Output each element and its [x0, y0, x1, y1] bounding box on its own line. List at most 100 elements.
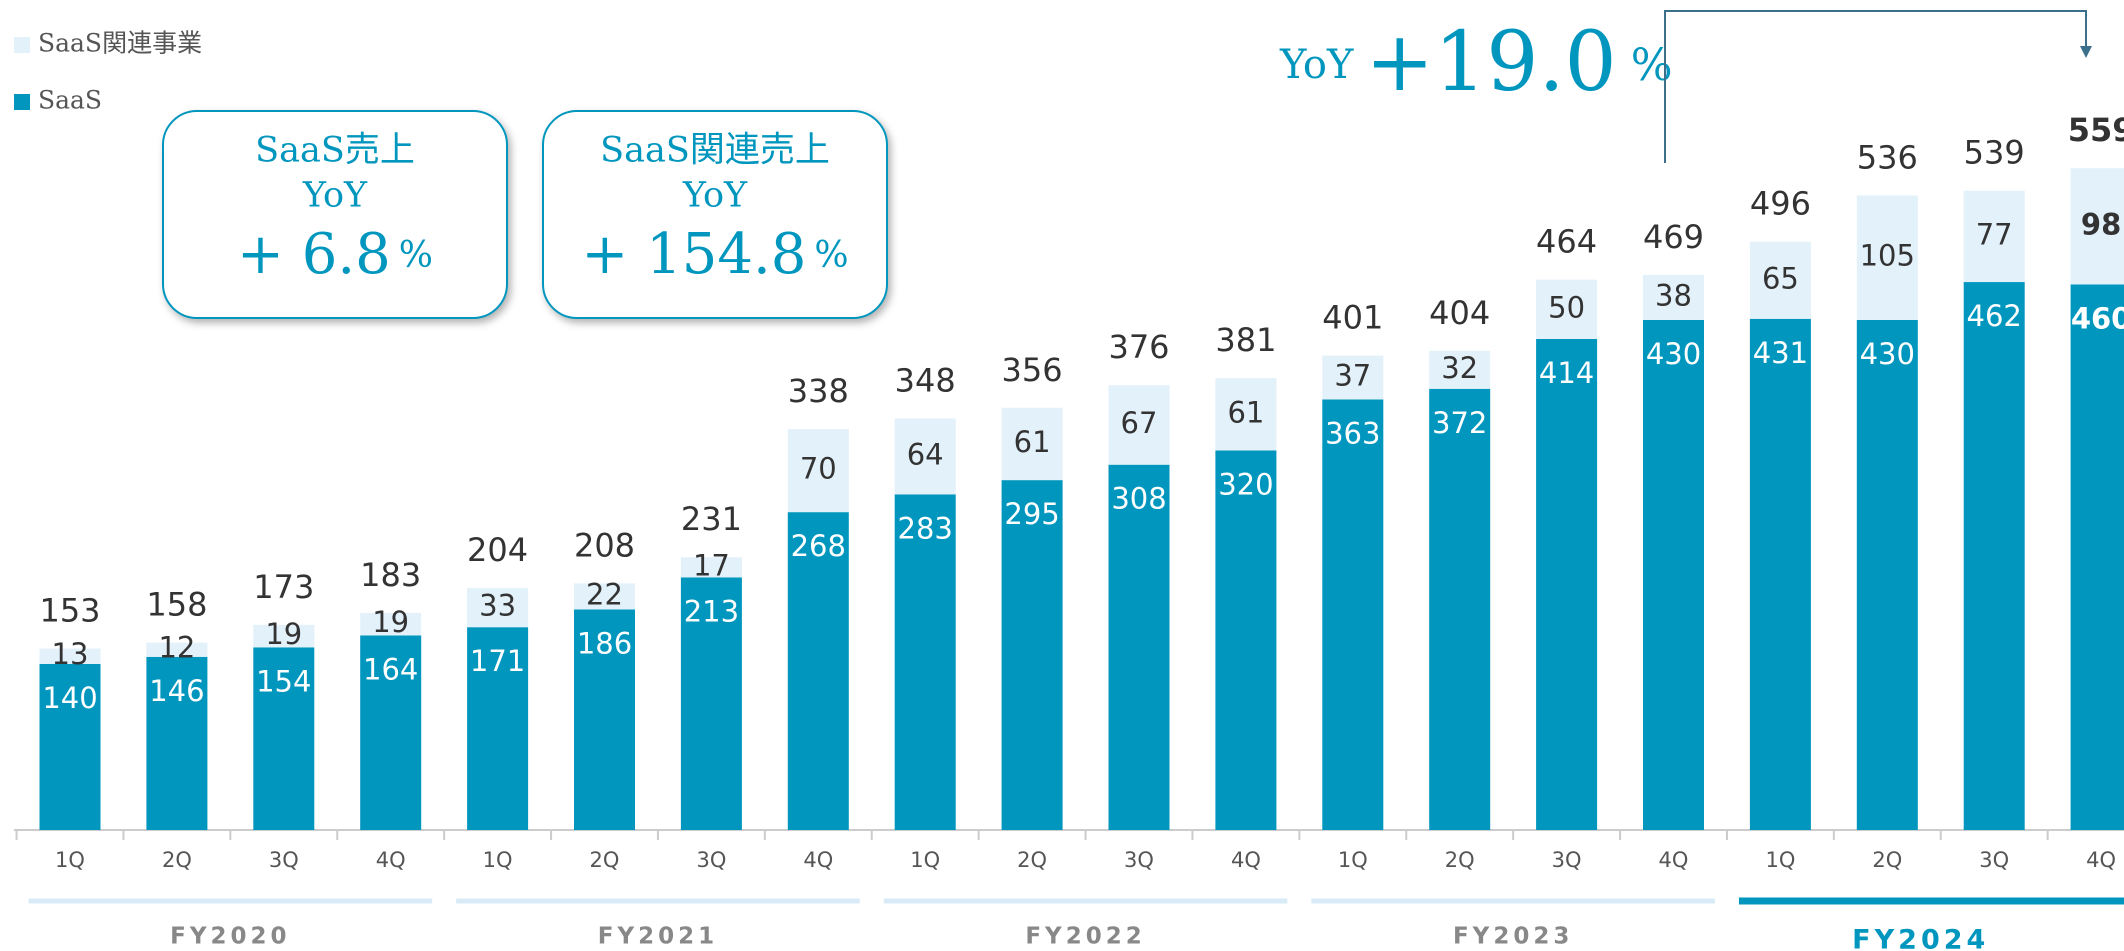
callout-subtitle: YoY [302, 176, 368, 216]
callout-value: + 154.8% [581, 222, 848, 287]
segment-label: 105 [1860, 239, 1915, 273]
callout-box [542, 110, 888, 319]
segment-label: 460 [2071, 301, 2124, 335]
x-tick-label: 1Q [1765, 848, 1795, 872]
segment-label: 171 [470, 644, 525, 678]
bar-segment [146, 642, 208, 657]
bar-segment [2070, 284, 2124, 831]
x-tick-label: 4Q [376, 848, 406, 872]
segment-label: 430 [1860, 337, 1915, 371]
segment-label: 372 [1432, 406, 1487, 440]
callout-box [162, 110, 508, 319]
bar-segment [39, 648, 101, 664]
bar-segment [787, 512, 849, 830]
x-tick-label: 2Q [162, 848, 192, 872]
x-tick-label: 1Q [55, 848, 85, 872]
bar-segment [680, 557, 742, 578]
segment-label: 462 [1967, 299, 2022, 333]
segment-label: 64 [907, 437, 944, 471]
bar-segment [1963, 190, 2025, 283]
segment-label: 283 [898, 511, 953, 545]
total-label: 404 [1429, 294, 1490, 332]
total-label: 536 [1857, 138, 1918, 176]
callout-unit: % [814, 235, 848, 276]
x-tick-label: 4Q [803, 848, 833, 872]
segment-label: 430 [1646, 337, 1701, 371]
segment-label: 320 [1218, 467, 1273, 501]
group-label: FY2024 [1852, 925, 1989, 951]
total-label: 539 [1964, 134, 2025, 172]
bar-segment [1749, 318, 1811, 830]
segment-label: 22 [586, 577, 623, 611]
callout-unit: % [399, 235, 433, 276]
segment-label: 363 [1325, 416, 1380, 450]
total-label: 183 [360, 556, 421, 594]
segment-label: 32 [1441, 351, 1478, 385]
group-label: FY2022 [1025, 924, 1145, 950]
total-label: 204 [467, 531, 528, 569]
segment-label: 140 [42, 681, 97, 715]
bar-segment [146, 656, 208, 830]
segment-label: 98 [2081, 207, 2121, 241]
x-tick-label: 1Q [1338, 848, 1368, 872]
bar-segment [1856, 195, 1918, 320]
bracket-line [1664, 10, 2087, 163]
group-label: FY2020 [170, 924, 290, 950]
total-label: 356 [1002, 351, 1063, 389]
legend-swatch [14, 37, 30, 53]
total-label: 348 [895, 361, 956, 399]
segment-label: 146 [149, 674, 204, 708]
bar-segment [574, 609, 635, 830]
bar-segment [467, 588, 529, 628]
total-label: 208 [574, 526, 635, 564]
segment-label: 37 [1334, 359, 1371, 393]
bar-segment [1215, 450, 1277, 830]
growth-number: +19.0 [1365, 15, 1616, 110]
segment-label: 295 [1004, 497, 1059, 531]
bar-segment [1108, 385, 1170, 465]
bar-segment [894, 418, 956, 495]
segment-label: 17 [693, 548, 730, 582]
growth-annotation: YoY +19.0% [1279, 15, 1673, 110]
callout-title: SaaS売上 [255, 131, 415, 171]
bar-segment [787, 429, 849, 513]
bar-segment [680, 577, 742, 830]
bar-segment [1856, 320, 1918, 830]
x-tick-label: 2Q [590, 848, 620, 872]
growth-unit: % [1631, 40, 1673, 91]
bar-segment [253, 647, 315, 830]
x-tick-label: 4Q [1231, 848, 1261, 872]
legend-label: SaaS [38, 86, 102, 115]
bar-segment [1108, 464, 1170, 830]
bar-segment [2070, 168, 2124, 285]
bar-segment [467, 627, 529, 830]
group-label: FY2021 [598, 924, 718, 950]
x-tick-label: 3Q [1552, 848, 1582, 872]
segment-label: 19 [372, 605, 409, 639]
total-label: 401 [1322, 299, 1383, 337]
total-label: 464 [1536, 223, 1597, 261]
segment-label: 186 [577, 626, 632, 660]
bar-segment [1322, 399, 1384, 830]
callout-value: + 6.8% [237, 222, 433, 287]
growth-label: YoY [1279, 42, 1354, 88]
x-tick-label: 3Q [1124, 848, 1154, 872]
bar-segment [1001, 407, 1063, 481]
bar-segment [894, 494, 956, 830]
segment-label: 50 [1548, 290, 1585, 324]
bar-segment [1215, 378, 1277, 451]
segment-label: 38 [1655, 278, 1692, 312]
callout-number: + 154.8 [581, 222, 806, 287]
bar-segment [1001, 480, 1063, 830]
x-tick-label: 1Q [483, 848, 513, 872]
callout-number: + 6.8 [237, 222, 391, 287]
bar-segment [360, 635, 422, 830]
total-label: 469 [1643, 218, 1704, 256]
segment-label: 213 [684, 594, 739, 628]
total-label: 173 [253, 568, 314, 606]
bracket-arrow [2080, 46, 2092, 58]
total-label: 158 [146, 586, 207, 624]
x-tick-label: 4Q [2086, 848, 2116, 872]
segment-label: 67 [1121, 406, 1158, 440]
segment-label: 70 [800, 452, 837, 486]
